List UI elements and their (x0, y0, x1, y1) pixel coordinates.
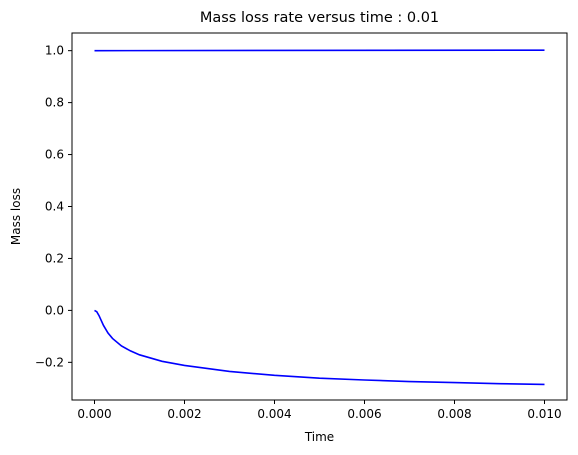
plot-area (94, 49, 545, 386)
y-tick-label: −0.2 (35, 355, 64, 369)
y-tick-label: 0.0 (45, 303, 64, 317)
y-axis: −0.2 0.0 0.2 0.4 0.6 0.8 1.0 (35, 44, 72, 369)
chart-title: Mass loss rate versus time : 0.01 (200, 10, 439, 26)
y-tick-label: 0.2 (45, 251, 64, 265)
y-tick-label: 0.6 (45, 148, 64, 162)
x-axis: 0.000 0.002 0.004 0.006 0.008 0.010 (77, 400, 562, 421)
series-line-1 (94, 49, 545, 52)
x-tick-label: 0.004 (257, 407, 291, 421)
y-axis-label: Mass loss (9, 188, 23, 245)
x-tick-label: 0.010 (527, 407, 561, 421)
y-tick-label: 1.0 (45, 44, 64, 58)
x-tick-label: 0.006 (347, 407, 381, 421)
x-tick-label: 0.000 (77, 407, 111, 421)
x-tick-label: 0.002 (167, 407, 201, 421)
axes-frame (71, 32, 568, 401)
y-tick-label: 0.8 (45, 96, 64, 110)
x-axis-label: Time (304, 430, 334, 444)
series-line-2 (94, 309, 545, 386)
x-tick-label: 0.008 (437, 407, 471, 421)
y-tick-label: 0.4 (45, 200, 64, 214)
